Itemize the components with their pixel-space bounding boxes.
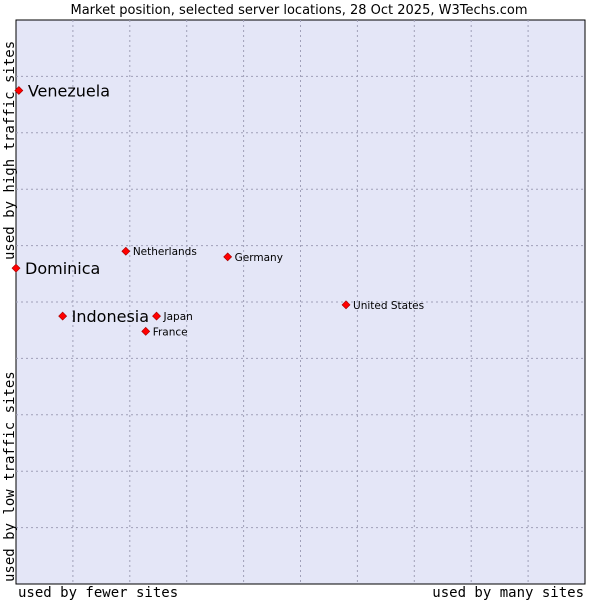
point-marker-france <box>141 326 151 336</box>
point-label-germany: Germany <box>235 252 283 264</box>
data-points: Venezuela Dominica Indonesia Netherlands Ger… <box>11 82 424 338</box>
point-label-venezuela: Venezuela <box>28 82 110 101</box>
point-label-indonesia: Indonesia <box>72 307 149 326</box>
point-marker-indonesia <box>58 311 68 321</box>
y-axis-label-top: used by high traffic sites <box>2 41 18 260</box>
point-marker-netherlands <box>121 246 131 256</box>
point-marker-germany <box>223 252 233 262</box>
point-label-united-states: United States <box>353 300 424 312</box>
point-marker-dominica <box>11 263 21 273</box>
point-marker-united-states <box>341 300 351 310</box>
x-axis-label-left: used by fewer sites <box>18 585 178 600</box>
x-axis-label-right: used by many sites <box>432 585 584 600</box>
point-marker-japan <box>152 311 161 321</box>
point-label-japan: Japan <box>163 311 193 323</box>
point-label-france: France <box>153 326 188 338</box>
chart-title: Market position, selected server locatio… <box>70 3 527 18</box>
point-marker-venezuela <box>14 86 24 95</box>
y-axis-label-bottom: used by low traffic sites <box>2 371 18 582</box>
point-label-netherlands: Netherlands <box>133 246 197 258</box>
grid-lines <box>16 20 585 584</box>
point-label-dominica: Dominica <box>25 259 100 278</box>
